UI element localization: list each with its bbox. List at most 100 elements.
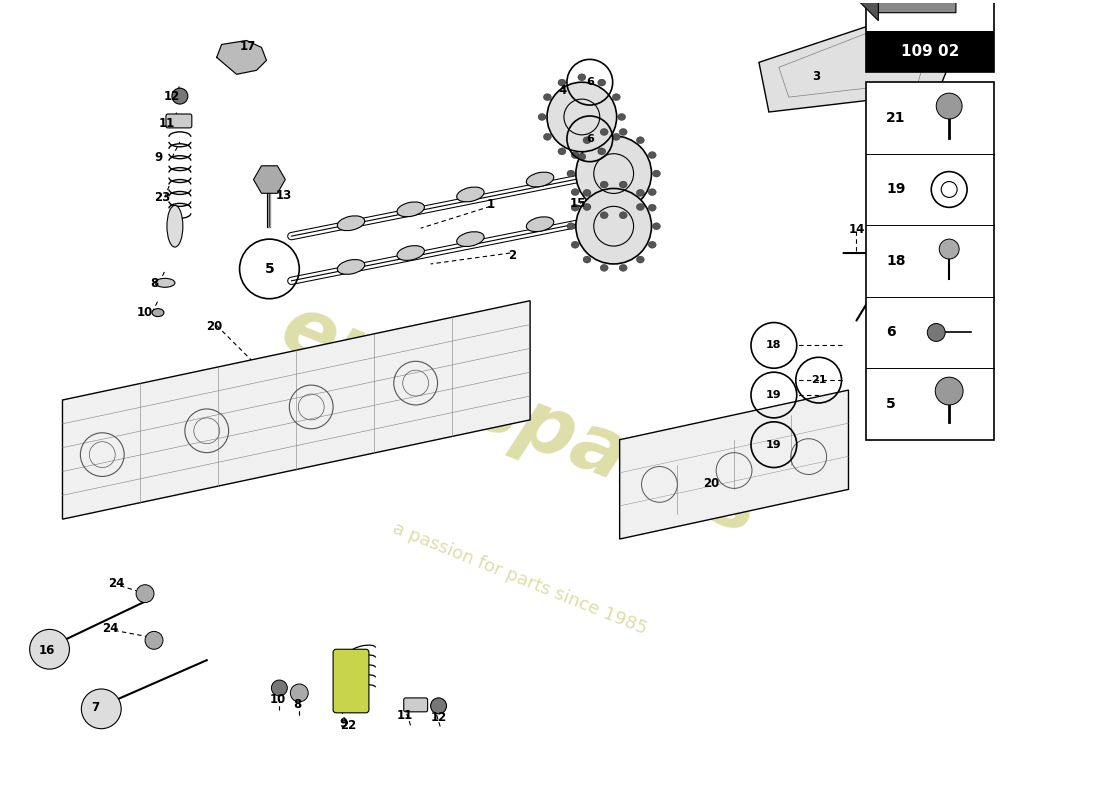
Text: 9: 9 — [339, 718, 348, 730]
Ellipse shape — [619, 264, 627, 271]
Text: 4: 4 — [559, 84, 568, 97]
Circle shape — [136, 585, 154, 602]
Circle shape — [936, 93, 962, 119]
Circle shape — [927, 323, 945, 342]
Text: 18: 18 — [931, 196, 946, 206]
Text: 11: 11 — [158, 118, 175, 130]
Ellipse shape — [601, 129, 608, 135]
Ellipse shape — [152, 309, 164, 317]
Ellipse shape — [571, 189, 579, 195]
Ellipse shape — [538, 114, 546, 121]
FancyBboxPatch shape — [867, 0, 993, 72]
Text: 20: 20 — [703, 477, 719, 490]
Text: 10: 10 — [136, 306, 153, 319]
Circle shape — [430, 698, 447, 714]
Text: 109 02: 109 02 — [901, 44, 959, 59]
Text: 10: 10 — [270, 694, 286, 706]
Ellipse shape — [637, 256, 645, 263]
Text: 18: 18 — [766, 340, 782, 350]
Circle shape — [935, 377, 964, 405]
Ellipse shape — [637, 190, 645, 196]
Ellipse shape — [583, 190, 591, 196]
Text: 5: 5 — [887, 397, 896, 411]
Text: 23: 23 — [154, 191, 170, 204]
Ellipse shape — [619, 181, 627, 188]
Text: 24: 24 — [102, 622, 119, 635]
Polygon shape — [878, 0, 956, 13]
Ellipse shape — [566, 170, 575, 177]
FancyBboxPatch shape — [166, 114, 191, 128]
Ellipse shape — [558, 79, 565, 86]
Ellipse shape — [155, 278, 175, 287]
Text: 21: 21 — [811, 375, 826, 385]
Text: 14: 14 — [848, 222, 865, 236]
Circle shape — [272, 680, 287, 696]
Text: 19: 19 — [931, 296, 946, 306]
Text: a passion for parts since 1985: a passion for parts since 1985 — [390, 519, 650, 638]
Text: 3: 3 — [813, 70, 821, 82]
Ellipse shape — [597, 148, 606, 155]
Ellipse shape — [648, 151, 657, 158]
Ellipse shape — [543, 134, 551, 140]
Ellipse shape — [648, 242, 657, 248]
Ellipse shape — [456, 232, 484, 246]
Ellipse shape — [583, 256, 591, 263]
Text: 5: 5 — [264, 262, 274, 276]
Ellipse shape — [543, 94, 551, 101]
Circle shape — [81, 689, 121, 729]
Ellipse shape — [583, 203, 591, 210]
Ellipse shape — [578, 154, 586, 160]
Text: 11: 11 — [397, 710, 412, 722]
FancyBboxPatch shape — [404, 698, 428, 712]
Polygon shape — [855, 0, 878, 21]
Text: 9: 9 — [155, 151, 163, 164]
Text: 12: 12 — [430, 711, 447, 724]
Polygon shape — [759, 22, 958, 112]
Circle shape — [290, 684, 308, 702]
Text: 7: 7 — [91, 702, 99, 714]
Ellipse shape — [618, 114, 626, 121]
Ellipse shape — [397, 202, 425, 217]
Text: 6: 6 — [887, 326, 895, 339]
Ellipse shape — [601, 181, 608, 188]
Ellipse shape — [619, 129, 627, 135]
Text: 6: 6 — [586, 134, 594, 144]
Ellipse shape — [619, 212, 627, 218]
Circle shape — [145, 631, 163, 650]
FancyBboxPatch shape — [867, 30, 993, 72]
Text: 8: 8 — [294, 698, 301, 711]
Ellipse shape — [526, 217, 553, 232]
Ellipse shape — [601, 264, 608, 271]
Ellipse shape — [601, 212, 608, 218]
Text: eurospares: eurospares — [270, 288, 771, 551]
Text: 19: 19 — [766, 390, 782, 400]
Ellipse shape — [583, 137, 591, 144]
Ellipse shape — [637, 137, 645, 144]
Ellipse shape — [648, 204, 657, 211]
Circle shape — [30, 630, 69, 669]
Text: 21: 21 — [887, 111, 905, 125]
Ellipse shape — [571, 204, 579, 211]
Ellipse shape — [338, 216, 365, 230]
Ellipse shape — [338, 259, 365, 274]
Circle shape — [172, 88, 188, 104]
Text: 1: 1 — [486, 198, 494, 211]
Ellipse shape — [167, 206, 183, 247]
Polygon shape — [217, 41, 266, 74]
FancyBboxPatch shape — [333, 650, 369, 713]
Text: 19: 19 — [766, 440, 782, 450]
Ellipse shape — [571, 151, 579, 158]
Text: 24: 24 — [108, 578, 124, 590]
Ellipse shape — [571, 242, 579, 248]
Text: 6: 6 — [586, 78, 594, 87]
Ellipse shape — [526, 172, 553, 187]
Ellipse shape — [637, 203, 645, 210]
Text: 16: 16 — [39, 644, 55, 657]
FancyBboxPatch shape — [867, 82, 993, 440]
Text: 8: 8 — [150, 278, 158, 290]
Ellipse shape — [576, 136, 651, 211]
Ellipse shape — [613, 134, 620, 140]
Circle shape — [939, 239, 959, 259]
Ellipse shape — [558, 148, 565, 155]
Text: 15: 15 — [570, 197, 586, 210]
